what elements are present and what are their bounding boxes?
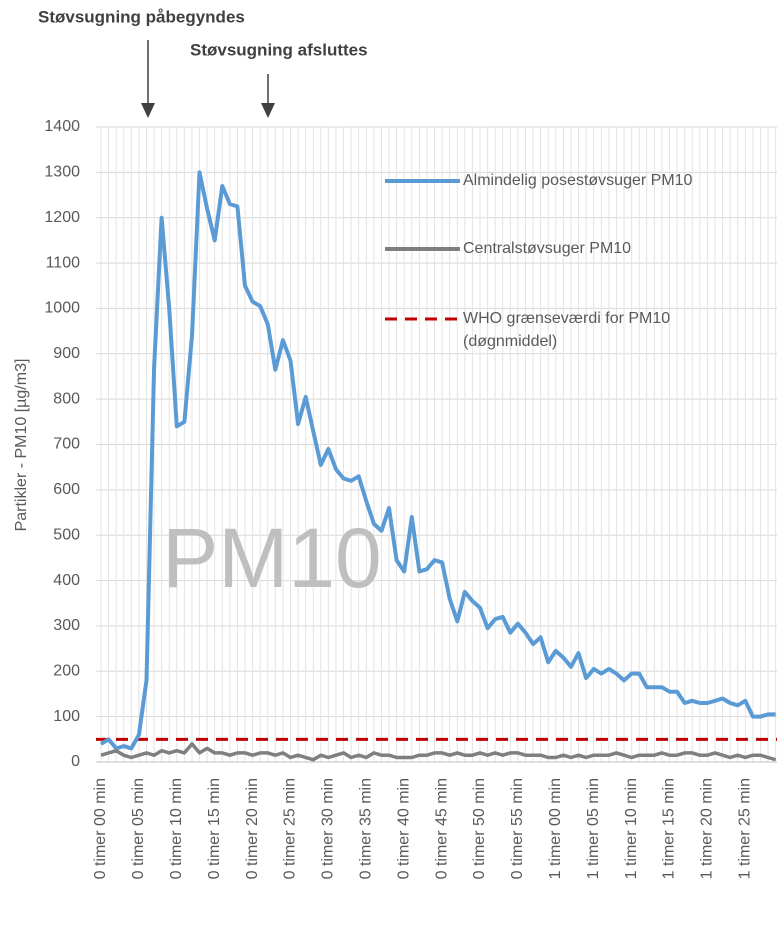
x-tick-label: 1 timer 15 min xyxy=(661,778,678,879)
x-tick-label: 0 timer 20 min xyxy=(244,778,261,879)
x-tick-label: 1 timer 10 min xyxy=(623,778,640,879)
y-tick-label: 1300 xyxy=(44,164,80,181)
y-tick-label: 1000 xyxy=(44,300,80,317)
x-tick-label: 1 timer 25 min xyxy=(737,778,754,879)
legend-label: Centralstøvsuger PM10 xyxy=(463,240,631,257)
y-tick-label: 1100 xyxy=(46,254,81,271)
y-tick-label: 1400 xyxy=(44,118,80,135)
x-tick-label: 0 timer 05 min xyxy=(130,778,147,879)
y-tick-label: 0 xyxy=(71,753,80,770)
annotation: Støvsugning afsluttes xyxy=(190,40,368,59)
x-tick-label: 0 timer 40 min xyxy=(395,778,412,879)
y-tick-label: 300 xyxy=(53,617,80,634)
legend-label: (døgnmiddel) xyxy=(463,333,557,350)
y-tick-label: 600 xyxy=(53,481,80,498)
x-tick-label: 0 timer 10 min xyxy=(168,778,185,879)
y-tick-label: 500 xyxy=(53,526,80,543)
x-tick-label: 0 timer 45 min xyxy=(433,778,450,879)
y-axis-label: Partikler - PM10 [µg/m3] xyxy=(13,359,30,532)
series-line xyxy=(99,170,776,751)
x-tick-label: 0 timer 00 min xyxy=(92,778,109,879)
x-tick-label: 0 timer 55 min xyxy=(509,778,526,879)
annotation: Støvsugning påbegyndes xyxy=(38,7,245,26)
y-tick-label: 200 xyxy=(53,663,80,680)
y-tick-label: 900 xyxy=(53,345,80,362)
x-tick-label: 1 timer 20 min xyxy=(699,778,716,879)
x-tick-label: 1 timer 05 min xyxy=(585,778,602,879)
watermark: PM10 xyxy=(162,511,381,605)
y-tick-label: 400 xyxy=(53,572,80,589)
x-tick-label: 1 timer 00 min xyxy=(547,778,564,879)
legend-label: Almindelig posestøvsuger PM10 xyxy=(463,172,693,189)
y-tick-label: 800 xyxy=(53,390,80,407)
x-tick-label: 0 timer 35 min xyxy=(358,778,375,879)
arrow xyxy=(141,40,275,118)
y-tick-label: 100 xyxy=(53,708,80,725)
x-tick-label: 0 timer 30 min xyxy=(320,778,337,879)
series-line xyxy=(100,742,777,762)
legend-label: WHO grænseværdi for PM10 xyxy=(463,310,670,327)
y-tick-label: 700 xyxy=(53,436,80,453)
x-tick-label: 0 timer 50 min xyxy=(471,778,488,879)
y-tick-label: 1200 xyxy=(44,209,80,226)
x-tick-label: 0 timer 15 min xyxy=(206,778,223,879)
x-tick-label: 0 timer 25 min xyxy=(282,778,299,879)
